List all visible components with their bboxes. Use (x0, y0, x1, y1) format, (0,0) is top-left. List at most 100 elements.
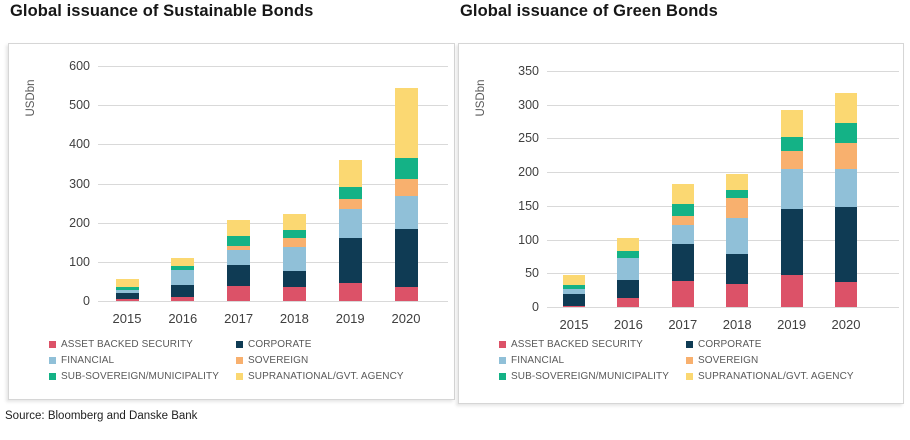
y-axis-label: USDbn (25, 79, 37, 117)
y-axis-tick-label: 600 (69, 59, 90, 73)
bar-segment (338, 283, 362, 301)
gridline (547, 205, 899, 207)
legend-item: SUB-SOVEREIGN/MUNICIPALITY (499, 370, 686, 382)
bar-segment (227, 236, 251, 246)
bar-segment (563, 305, 585, 307)
legend-swatch (49, 372, 56, 380)
chart-title-sustainable-bonds: Global issuance of Sustainable Bonds (10, 2, 314, 20)
x-axis-tick-label: 2018 (722, 317, 752, 332)
legend-item: FINANCIAL (499, 354, 686, 366)
gridline (98, 66, 448, 67)
bar-segment (171, 296, 195, 301)
y-axis-tick-label: 500 (69, 98, 90, 113)
legend-swatch (49, 356, 56, 364)
legend-label: CORPORATE (698, 338, 762, 350)
x-axis-tick-label: 2020 (831, 317, 861, 332)
bar-segment (671, 215, 694, 225)
bar-segment (115, 289, 139, 294)
bar-segment (394, 228, 418, 288)
plot-area-green-bonds: 0 50 100 150 200 250 300 350 2015 2016 2017 2018 201… (518, 64, 899, 332)
legend-item: FINANCIAL (49, 354, 236, 366)
x-axis-tick-label: 2019 (335, 311, 365, 326)
bar-segment (394, 87, 418, 159)
bar-segment (171, 284, 195, 297)
legend-label: CORPORATE (248, 338, 312, 350)
legend-item: CORPORATE (686, 338, 854, 350)
bar-segment (115, 286, 139, 290)
bar-segment (563, 274, 585, 285)
bar-segment (563, 284, 585, 290)
bar-segment (115, 299, 139, 301)
gridline (98, 301, 448, 302)
y-axis-tick-label: 0 (532, 300, 539, 314)
legend-item: SUB-SOVEREIGN/MUNICIPALITY (49, 370, 236, 382)
x-axis-tick-label: 2019 (777, 317, 807, 332)
y-axis-tick-label: 350 (518, 64, 539, 78)
legend-swatch (236, 340, 243, 348)
bar-segment (394, 178, 418, 197)
bar-segment (835, 168, 857, 207)
legend-green-bonds: ASSET BACKED SECURITY CORPORATE FINANCIAL S… (499, 338, 854, 382)
y-axis-tick-label: 50 (525, 266, 539, 281)
legend-swatch (236, 372, 243, 380)
legend-swatch (686, 372, 693, 380)
legend-swatch (686, 356, 693, 364)
bar-segment (282, 270, 306, 287)
bar-segment (338, 238, 362, 284)
legend-item: SOVEREIGN (236, 354, 404, 366)
bar-segment (171, 257, 195, 266)
x-axis-tick-label: 2015 (112, 311, 142, 326)
y-axis-tick-label: 0 (83, 294, 90, 308)
bar-segment (835, 122, 857, 144)
y-axis-tick-label: 400 (69, 137, 90, 152)
gridline (547, 239, 899, 241)
bar-segment (282, 246, 306, 271)
legend-item: SUPRANATIONAL/GVT. AGENCY (236, 370, 404, 382)
legend-sustainable-bonds: ASSET BACKED SECURITY CORPORATE FINANCIAL S… (49, 338, 404, 382)
bar-segment (726, 218, 749, 254)
bar-segment (227, 286, 251, 301)
bar-segment (563, 294, 585, 306)
bar-segment (617, 237, 640, 252)
x-axis-tick-label: 2017 (224, 311, 254, 326)
bar-segment (726, 190, 749, 198)
y-axis-tick-label: 200 (518, 165, 539, 180)
bar-segment (282, 286, 306, 301)
y-axis-tick-label: 150 (518, 198, 539, 213)
bar-segment (726, 253, 749, 285)
bar-segment (726, 284, 749, 307)
bar-segment (171, 265, 195, 271)
bar-segment (227, 220, 251, 236)
bar-segment (338, 160, 362, 188)
x-axis-tick-label: 2016 (168, 311, 198, 326)
legend-item: ASSET BACKED SECURITY (49, 338, 236, 350)
bar-segment (780, 208, 803, 275)
legend-label: SOVEREIGN (248, 354, 309, 366)
x-axis-tick-label: 2017 (668, 317, 698, 332)
legend-label: ASSET BACKED SECURITY (511, 338, 643, 350)
y-axis-tick-label: 300 (69, 176, 90, 191)
bar-segment (726, 173, 749, 191)
bar-segment (563, 289, 585, 295)
bar-segment (671, 224, 694, 245)
bar-segment (282, 237, 306, 247)
bar-segment (835, 143, 857, 169)
bar-segment (617, 298, 640, 307)
bar-segment (282, 214, 306, 230)
bar-segment (671, 183, 694, 204)
legend-label: SUB-SOVEREIGN/MUNICIPALITY (511, 370, 669, 382)
legend-label: SUPRANATIONAL/GVT. AGENCY (698, 370, 854, 382)
gridline (547, 172, 899, 174)
gridline (98, 261, 448, 263)
x-axis-tick-label: 2018 (279, 311, 309, 326)
bar-segment (835, 282, 857, 307)
bar-segment (171, 270, 195, 285)
legend-swatch (499, 372, 506, 380)
bar-segment (115, 293, 139, 300)
legend-label: SUPRANATIONAL/GVT. AGENCY (248, 370, 404, 382)
bar-segment (617, 280, 640, 299)
x-axis-tick-label: 2015 (559, 317, 589, 332)
bar-segment (835, 206, 857, 283)
y-axis-tick-label: 250 (518, 131, 539, 146)
bar-segment (671, 203, 694, 216)
